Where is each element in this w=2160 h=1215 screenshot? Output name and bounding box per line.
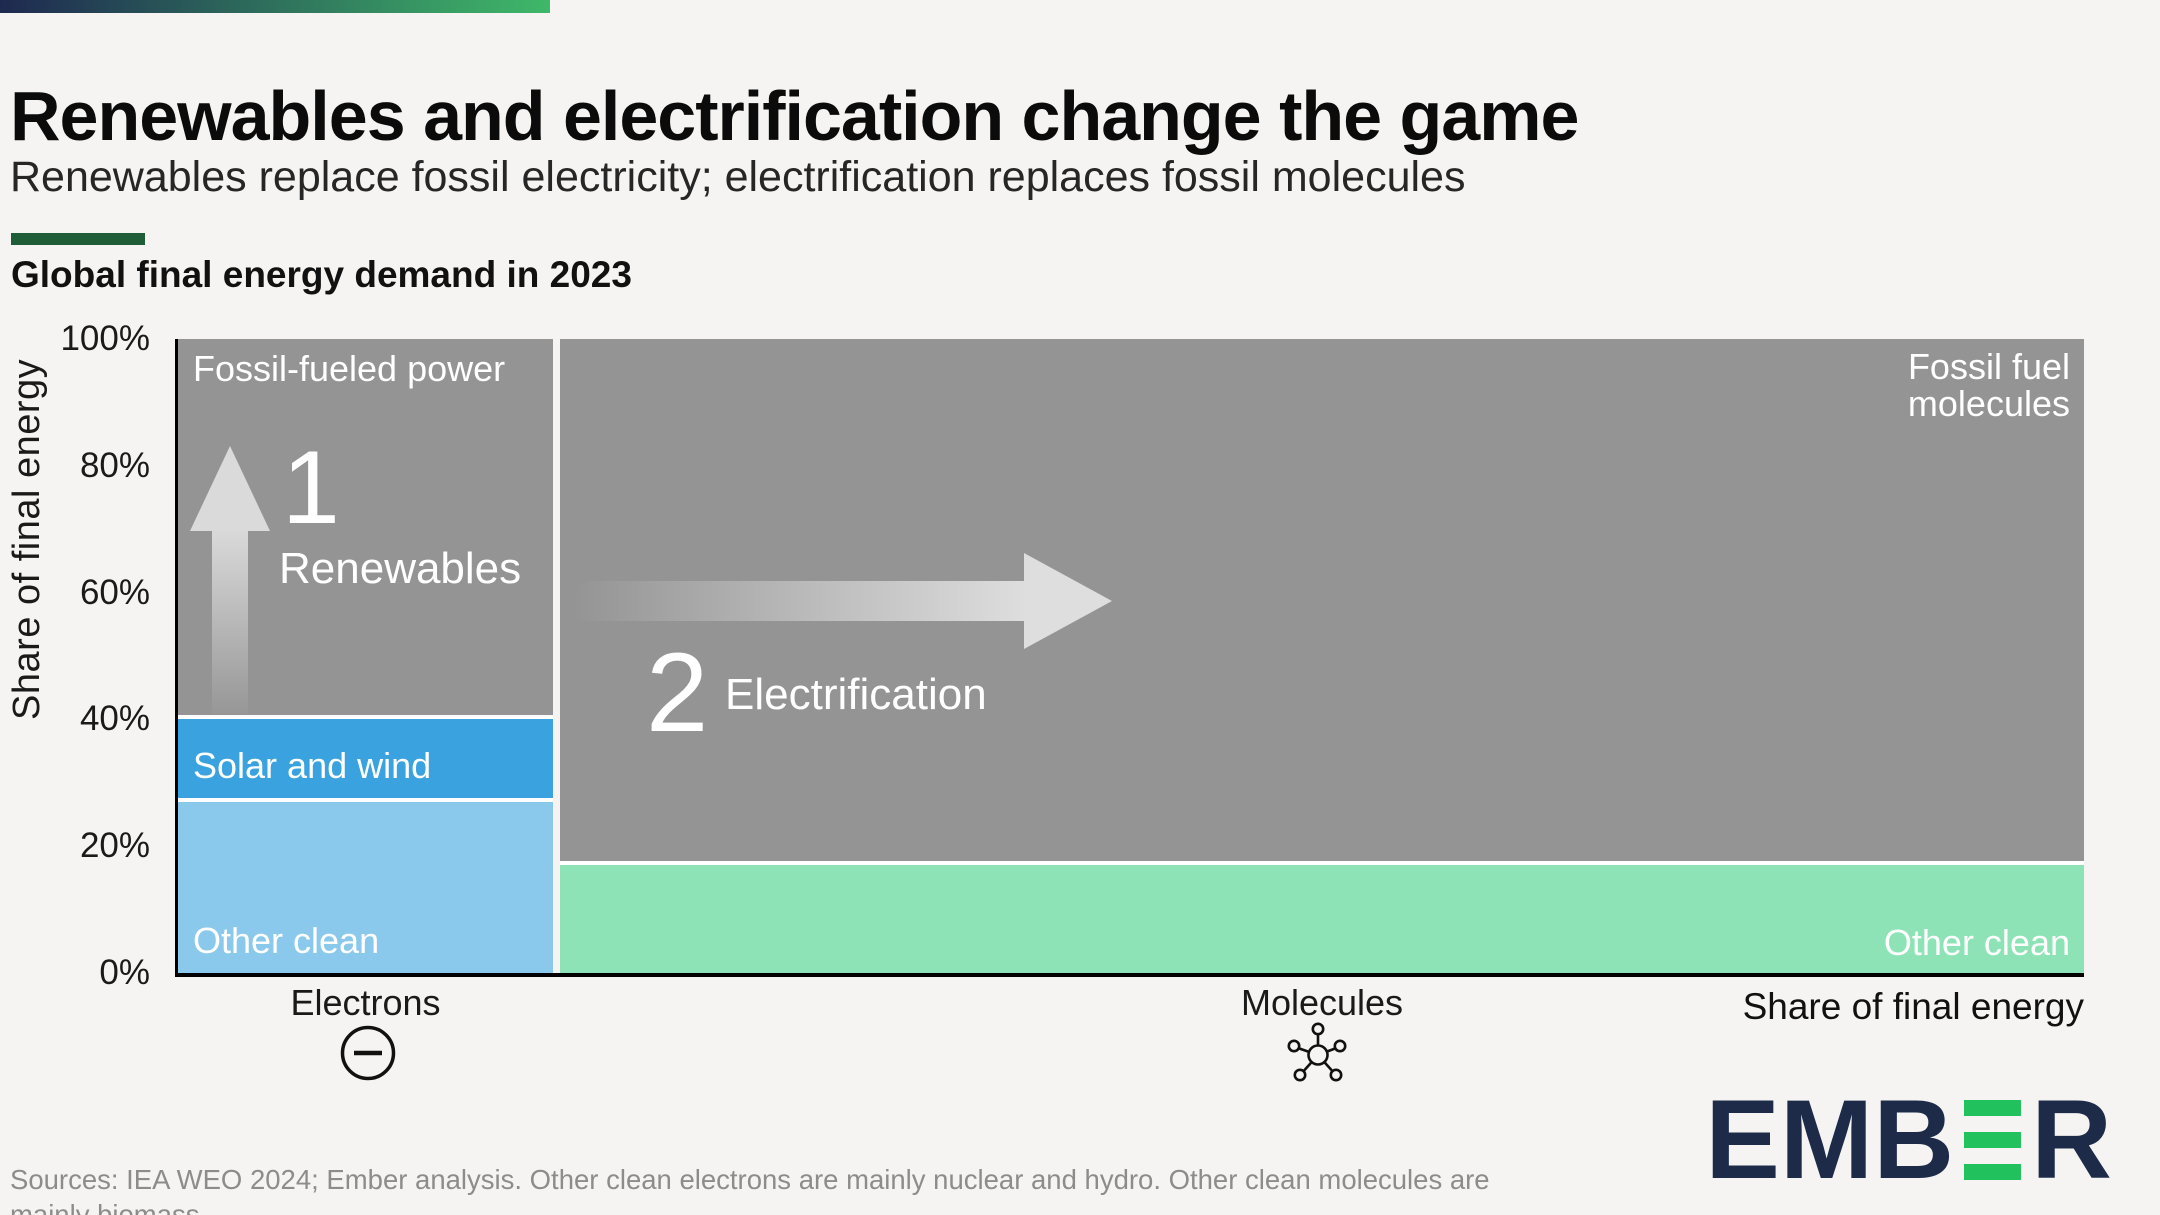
x-axis-line	[175, 973, 2084, 977]
source-note-line1: Sources: IEA WEO 2024; Ember analysis. O…	[10, 1164, 1490, 1195]
molecule-icon	[1287, 1022, 1347, 1082]
chart-heading: Global final energy demand in 2023	[11, 254, 632, 295]
source-note: Sources: IEA WEO 2024; Ember analysis. O…	[10, 1162, 1490, 1215]
segment-fossil-power: Fossil-fueled power	[178, 339, 554, 720]
ember-logo-green-e-icon	[1964, 1100, 2022, 1180]
y-tick-label: 20%	[79, 826, 150, 866]
segment-label-fossil-molecules: Fossil fuel molecules	[1907, 346, 2070, 424]
x-category-electrons: Electrons	[290, 982, 441, 1023]
ember-logo: EMB R	[1705, 1077, 2112, 1202]
segment-solar-wind: Solar and wind	[178, 719, 554, 802]
plot-columns: Fossil-fueled power Solar and wind Other c…	[178, 339, 2084, 973]
ember-logo-text-right: R	[2031, 1077, 2112, 1202]
segment-other-clean-electrons: Other clean	[178, 801, 554, 973]
top-accent-bar	[0, 0, 550, 13]
segment-label-other-clean-molecules: Other clean	[1883, 921, 2070, 963]
x-category-molecules: Molecules	[1240, 982, 1404, 1023]
ember-logo-text-left: EMB	[1705, 1077, 1955, 1202]
y-tick-label: 0%	[99, 953, 150, 992]
mekko-plot: Fossil-fueled power Solar and wind Other c…	[178, 339, 2084, 973]
segment-fossil-molecules: Fossil fuel molecules	[560, 339, 2084, 866]
y-tick-label: 60%	[79, 572, 150, 612]
y-axis-tick-labels: 100% 80% 60% 40% 20% 0%	[0, 319, 150, 992]
y-axis-line	[175, 339, 178, 977]
x-axis-title: Share of final energy	[1742, 986, 2084, 1027]
segment-label-other-clean-electrons: Other clean	[193, 919, 380, 961]
source-note-line2: mainly biomass	[10, 1199, 200, 1215]
electron-minus-icon	[340, 1025, 396, 1081]
y-tick-label: 40%	[79, 699, 150, 739]
y-tick-label: 100%	[60, 319, 150, 358]
segment-other-clean-molecules: Other clean	[560, 865, 2084, 973]
segment-label-solar-wind: Solar and wind	[193, 744, 432, 786]
y-tick-label: 80%	[79, 445, 150, 485]
column-molecules: Fossil fuel molecules Other clean	[560, 339, 2084, 973]
column-electrons: Fossil-fueled power Solar and wind Other c…	[178, 339, 554, 973]
segment-label-fossil-power: Fossil-fueled power	[193, 348, 506, 389]
page-title: Renewables and electrification change th…	[10, 76, 1579, 155]
accent-underline	[11, 233, 145, 245]
page-subtitle: Renewables replace fossil electricity; e…	[10, 153, 1466, 201]
